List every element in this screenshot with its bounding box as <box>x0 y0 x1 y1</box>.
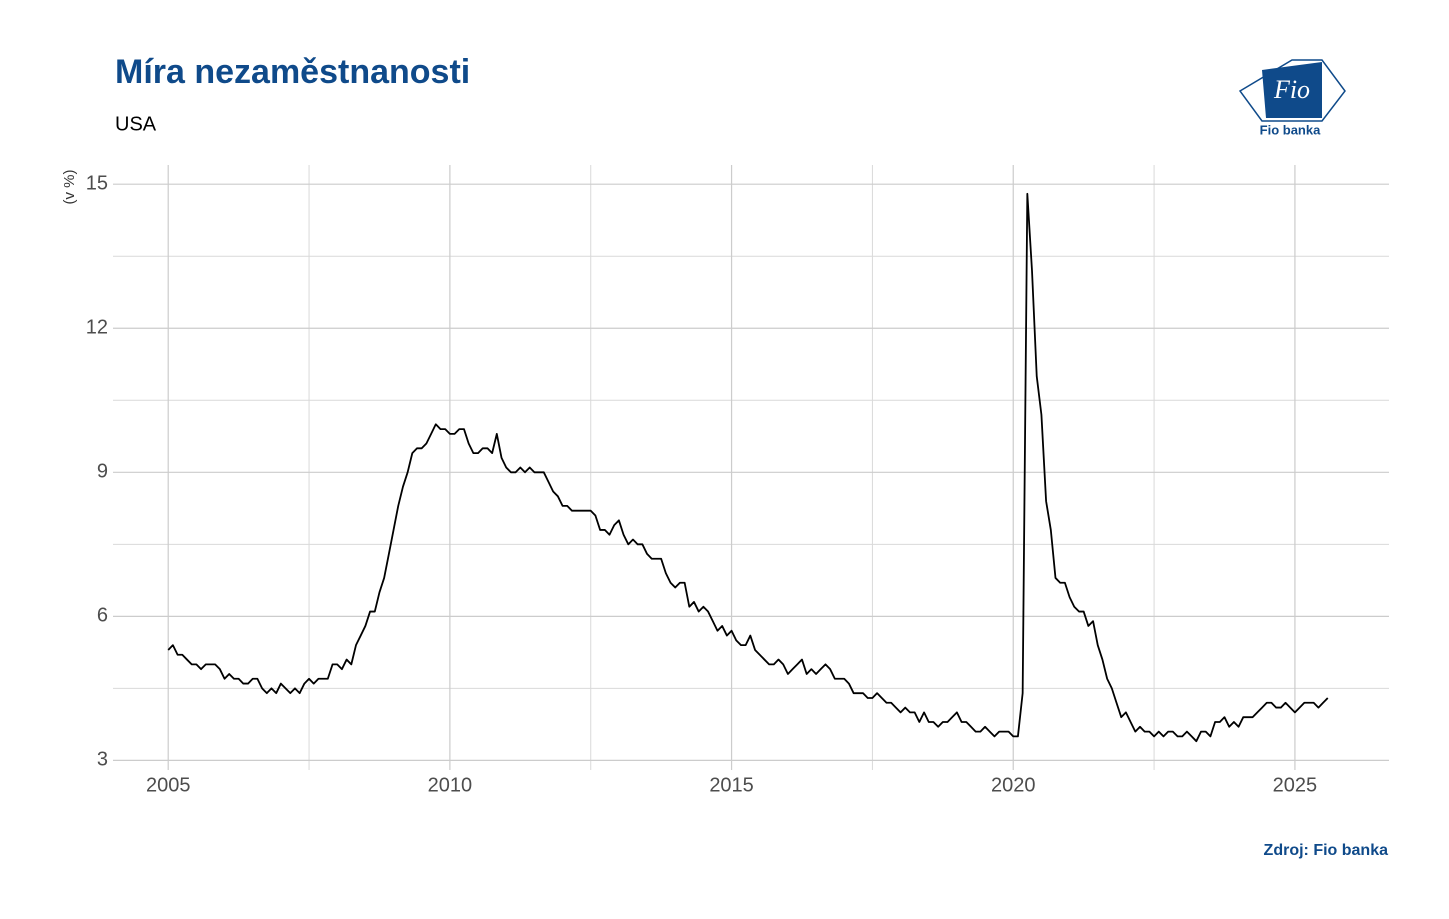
logo-name: Fio banka <box>1260 122 1321 137</box>
y-tick-label: 15 <box>86 172 108 194</box>
source: Zdroj: Fio banka <box>1264 842 1389 859</box>
x-tick-label: 2015 <box>709 774 754 796</box>
x-tick-label: 2005 <box>146 774 191 796</box>
logo: Fio Fio banka <box>1238 59 1346 137</box>
x-tick-label: 2010 <box>428 774 473 796</box>
y-tick-label: 9 <box>97 461 108 483</box>
y-axis-label: (v %) <box>61 170 78 205</box>
y-tick-label: 3 <box>97 749 108 771</box>
y-tick-label: 6 <box>97 605 108 627</box>
x-tick-label: 2020 <box>991 774 1036 796</box>
plot <box>167 192 1329 743</box>
data-line <box>167 192 1329 743</box>
y-tick-label: 12 <box>86 317 108 339</box>
grid: 3 6 9 12 15 2005 2010 2015 2020 2025 <box>86 165 1389 796</box>
chart-subtitle: USA <box>115 113 157 135</box>
logo-mark: Fio <box>1273 75 1310 104</box>
chart-title: Míra nezaměstnanosti <box>115 53 470 91</box>
logo-shape <box>1262 62 1322 118</box>
x-tick-label: 2025 <box>1273 774 1318 796</box>
